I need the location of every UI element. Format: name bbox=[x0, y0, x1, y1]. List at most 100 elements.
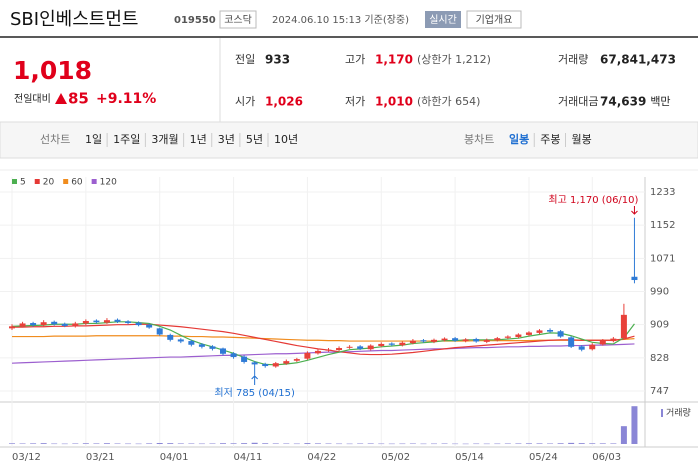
candle-body bbox=[578, 346, 585, 350]
candle-body bbox=[272, 363, 279, 367]
volume-bar bbox=[9, 443, 15, 444]
volume-bar bbox=[114, 443, 121, 444]
volume-bar bbox=[209, 443, 216, 444]
candle-period-tab[interactable]: 주봉 bbox=[540, 133, 560, 146]
volume-legend-mark bbox=[661, 409, 663, 417]
volume-bar bbox=[536, 443, 543, 444]
legend-swatch bbox=[12, 179, 17, 184]
candle-body bbox=[40, 322, 47, 326]
high-arrow bbox=[631, 206, 638, 215]
x-tick-label: 03/21 bbox=[86, 452, 115, 463]
low-arrow bbox=[251, 375, 259, 385]
period-tab[interactable]: 3년 bbox=[218, 133, 235, 146]
y-tick-label: 747 bbox=[650, 386, 669, 397]
volume-bar bbox=[314, 443, 321, 444]
up-triangle bbox=[55, 93, 67, 104]
volume-bar bbox=[557, 443, 564, 444]
candle-body bbox=[336, 348, 343, 351]
volume-label: 거래량 bbox=[666, 407, 691, 419]
candle-body bbox=[167, 334, 174, 340]
volume-bar bbox=[473, 443, 480, 445]
stock-code: 019550 bbox=[174, 15, 216, 26]
volume-bar bbox=[251, 442, 258, 444]
info-value: 67,841,473 bbox=[600, 53, 676, 67]
volume-bar bbox=[40, 443, 47, 444]
chart: 747 828 909 990 1071 1152 1233 03/12 03/21 04/01 0… bbox=[0, 169, 698, 463]
candle-body bbox=[536, 330, 543, 333]
candle-body bbox=[494, 338, 501, 341]
legend-swatch bbox=[63, 179, 69, 184]
candle-body bbox=[51, 321, 58, 325]
candle-body bbox=[103, 320, 110, 323]
candle-body bbox=[188, 341, 195, 345]
candle-period-tab[interactable]: 일봉 bbox=[509, 132, 529, 146]
candle-body bbox=[314, 350, 321, 354]
period-tab[interactable]: 1주일 bbox=[113, 132, 140, 146]
candle-body bbox=[504, 336, 511, 338]
candle-body bbox=[93, 320, 100, 323]
moving-average bbox=[11, 321, 635, 366]
volume-bar bbox=[135, 443, 142, 445]
moving-average bbox=[12, 335, 635, 342]
volume-bar bbox=[61, 443, 68, 445]
realtime-badge[interactable] bbox=[425, 11, 461, 28]
volume-bar bbox=[631, 406, 638, 444]
candle-body bbox=[135, 322, 142, 326]
volume-bar bbox=[146, 443, 153, 444]
y-tick-label: 828 bbox=[650, 353, 669, 364]
info-extra: (하한가 654) bbox=[417, 94, 480, 108]
volume-bar bbox=[156, 442, 163, 444]
volume-bar bbox=[103, 443, 110, 444]
candle-body bbox=[114, 319, 121, 322]
x-tick-label: 04/11 bbox=[234, 452, 263, 463]
period-tab[interactable]: 3개월 bbox=[151, 133, 178, 146]
info-label: 고가 bbox=[345, 53, 365, 66]
candle-body bbox=[293, 359, 300, 361]
x-tick-label: 03/12 bbox=[12, 452, 41, 463]
candle-body bbox=[241, 356, 248, 362]
candle-body bbox=[283, 361, 290, 364]
x-tick-label: 05/02 bbox=[381, 452, 410, 463]
candle-body bbox=[19, 323, 26, 327]
volume-bar bbox=[293, 443, 300, 445]
candle-body bbox=[156, 328, 163, 335]
period-tab[interactable]: 1년 bbox=[190, 133, 207, 146]
volume-bar bbox=[525, 443, 532, 444]
realtime[interactable]: 실시간 bbox=[429, 14, 457, 26]
company-button[interactable] bbox=[466, 10, 522, 29]
info-label: 거래대금 bbox=[558, 95, 598, 108]
company[interactable]: 기업개요 bbox=[476, 13, 513, 26]
candle-body bbox=[146, 324, 153, 328]
period-tab[interactable]: 5년 bbox=[246, 133, 263, 146]
info-label: 저가 bbox=[345, 95, 365, 108]
datetime: 2024.06.10 15:13 기준(장중) bbox=[272, 14, 409, 26]
volume-bar bbox=[262, 443, 269, 444]
candle-chart-label: 봉차트 bbox=[464, 133, 494, 146]
volume-bar bbox=[409, 443, 416, 444]
candle-period-tab[interactable]: 월봉 bbox=[572, 133, 592, 146]
candle-body bbox=[72, 323, 79, 327]
period-tab[interactable]: 1일 bbox=[85, 132, 102, 146]
candle-body bbox=[620, 314, 627, 339]
candle-body bbox=[357, 346, 364, 349]
tabs: 선차트 1일 1주일 3개월 1년 3년 5년 10년 봉차트 일봉 주봉 월봉 bbox=[40, 132, 592, 147]
info-value: 933 bbox=[265, 53, 290, 67]
candle-body bbox=[631, 276, 638, 281]
volume-bar bbox=[589, 443, 596, 444]
volume-bar bbox=[325, 443, 332, 444]
candle-body bbox=[388, 343, 395, 345]
candle-body bbox=[198, 344, 205, 347]
period-tab[interactable]: 10년 bbox=[274, 133, 298, 146]
volume-bar bbox=[198, 443, 205, 445]
volume-bar bbox=[399, 443, 406, 445]
candle-body bbox=[452, 338, 459, 341]
volume-bar bbox=[357, 443, 364, 444]
volume-bar bbox=[188, 443, 195, 444]
y-tick-label: 990 bbox=[650, 287, 669, 298]
volume-bar bbox=[547, 443, 554, 444]
candle-body bbox=[557, 331, 564, 337]
candle-body bbox=[409, 340, 416, 344]
change-pct: +9.11% bbox=[96, 91, 156, 107]
volume-bar bbox=[431, 443, 437, 445]
